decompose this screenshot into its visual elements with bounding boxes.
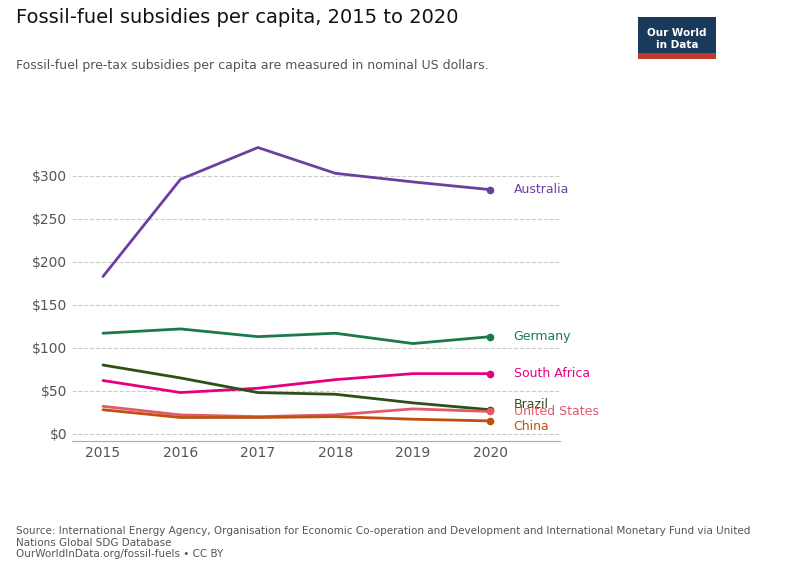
Text: Source: International Energy Agency, Organisation for Economic Co-operation and : Source: International Energy Agency, Org… [16,526,750,559]
Text: China: China [514,420,550,433]
Text: Fossil-fuel subsidies per capita, 2015 to 2020: Fossil-fuel subsidies per capita, 2015 t… [16,8,458,28]
Text: Germany: Germany [514,330,571,343]
Text: Fossil-fuel pre-tax subsidies per capita are measured in nominal US dollars.: Fossil-fuel pre-tax subsidies per capita… [16,59,489,72]
Text: United States: United States [514,405,598,418]
Text: Our World
in Data: Our World in Data [647,28,706,50]
Text: South Africa: South Africa [514,367,590,380]
Text: Brazil: Brazil [514,398,549,411]
Text: Australia: Australia [514,183,569,196]
